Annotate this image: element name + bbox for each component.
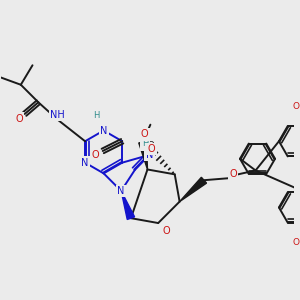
Text: N: N [81,158,89,168]
Text: O: O [91,150,99,160]
Text: H: H [142,139,149,148]
Text: O: O [293,238,300,247]
Text: O: O [293,102,300,111]
Text: O: O [141,129,148,140]
Text: O: O [230,169,237,179]
Text: O: O [162,226,170,236]
Polygon shape [180,177,206,202]
Text: HO: HO [142,141,155,150]
Text: O: O [15,114,23,124]
Text: N: N [100,125,107,136]
Text: N: N [146,150,153,160]
Text: NH: NH [50,110,65,120]
Polygon shape [139,142,148,170]
Text: H: H [93,111,99,120]
Polygon shape [121,191,135,220]
Text: N: N [118,186,125,196]
Text: O: O [148,144,155,154]
